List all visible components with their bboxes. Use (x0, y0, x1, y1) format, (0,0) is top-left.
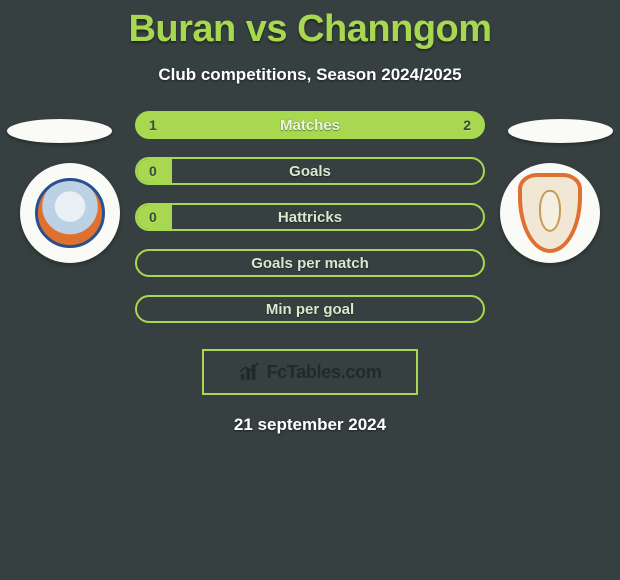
stat-value-left: 0 (149, 209, 157, 225)
page-title: Buran vs Channgom (0, 0, 620, 51)
stat-label: Goals (289, 163, 331, 180)
stat-label: Matches (280, 117, 340, 134)
team-crest-left (20, 163, 120, 263)
team-crest-left-badge (35, 178, 105, 248)
team-crest-right (500, 163, 600, 263)
stat-value-left: 0 (149, 163, 157, 179)
stat-label: Goals per match (251, 255, 369, 272)
stat-bars: 1 Matches 2 0 Goals 0 Hattricks Goals per match… (135, 111, 485, 341)
team-crest-right-badge (518, 173, 582, 253)
stat-bar: 0 Hattricks (135, 203, 485, 231)
team-platform-right (508, 119, 613, 143)
branding-text: FcTables.com (266, 362, 381, 383)
stat-bar: 0 Goals (135, 157, 485, 185)
stat-bar: 1 Matches 2 (135, 111, 485, 139)
stat-label: Min per goal (266, 301, 354, 318)
stat-bar: Goals per match (135, 249, 485, 277)
stat-value-left: 1 (149, 117, 157, 133)
footer-date: 21 september 2024 (0, 415, 620, 435)
stat-bar: Min per goal (135, 295, 485, 323)
page-subtitle: Club competitions, Season 2024/2025 (0, 65, 620, 85)
branding-box[interactable]: FcTables.com (202, 349, 418, 395)
stat-value-right: 2 (463, 117, 471, 133)
stat-label: Hattricks (278, 209, 342, 226)
comparison-stage: 1 Matches 2 0 Goals 0 Hattricks Goals per match… (0, 111, 620, 341)
team-platform-left (7, 119, 112, 143)
bar-chart-icon (238, 361, 260, 383)
